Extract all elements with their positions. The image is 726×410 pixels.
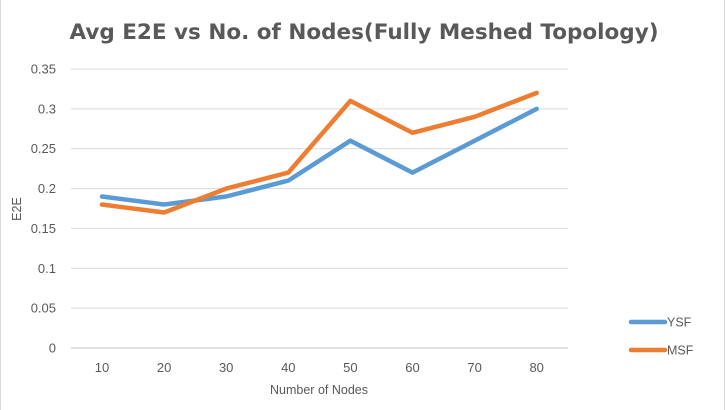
right-border [724, 0, 725, 410]
x-axis-title: Number of Nodes [270, 383, 368, 397]
x-tick-label: 10 [95, 360, 109, 375]
y-tick-label: 0.25 [31, 141, 56, 156]
legend-label-msf: MSF [667, 344, 694, 358]
y-axis-ticks: 0 0.05 0.1 0.15 0.2 0.25 0.3 0.35 [31, 62, 56, 356]
x-tick-label: 20 [157, 360, 171, 375]
x-tick-label: 30 [219, 360, 233, 375]
y-tick-label: 0.15 [31, 221, 56, 236]
x-tick-label: 60 [405, 360, 419, 375]
y-tick-label: 0.2 [38, 181, 56, 196]
x-tick-label: 80 [529, 360, 543, 375]
left-border [0, 0, 1, 410]
x-tick-label: 70 [467, 360, 481, 375]
x-tick-label: 50 [343, 360, 357, 375]
x-tick-label: 40 [281, 360, 295, 375]
legend: YSF MSF [628, 316, 694, 358]
y-axis-title: E2E [10, 197, 24, 221]
gridlines [71, 68, 568, 349]
x-axis-ticks: 10 20 30 40 50 60 70 80 [95, 360, 544, 375]
y-tick-label: 0 [49, 341, 56, 356]
series-lines [99, 90, 539, 215]
y-tick-label: 0.3 [38, 101, 56, 116]
series-line-ysf [99, 106, 539, 207]
y-tick-label: 0.1 [38, 261, 56, 276]
chart-title: Avg E2E vs No. of Nodes(Fully Meshed Top… [69, 20, 658, 45]
legend-label-ysf: YSF [667, 316, 692, 330]
series-line-msf [99, 90, 539, 215]
y-tick-label: 0.35 [31, 62, 56, 77]
y-tick-label: 0.05 [31, 301, 56, 316]
